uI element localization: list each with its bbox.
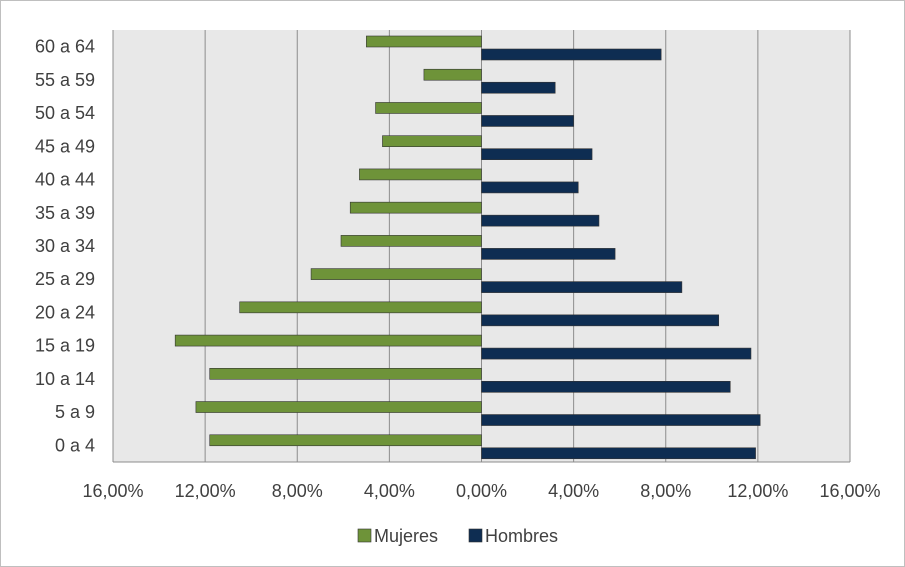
legend: Mujeres Hombres (357, 526, 558, 546)
y-tick-label: 45 a 49 (35, 136, 95, 156)
y-tick-label: 15 a 19 (35, 336, 95, 356)
y-tick-label: 35 a 39 (35, 203, 95, 223)
bar-hombres-0-a-4 (481, 447, 756, 460)
bar-mujeres-25-a-29 (310, 268, 482, 280)
x-tick-label: 16,00% (82, 481, 143, 501)
y-tick-label: 10 a 14 (35, 369, 95, 389)
y-tick-label: 0 a 4 (55, 435, 95, 455)
bar-mujeres-45-a-49 (382, 135, 482, 147)
y-tick-label: 50 a 54 (35, 103, 95, 123)
legend-swatch-mujeres (357, 528, 372, 543)
bar-hombres-50-a-54 (481, 115, 574, 127)
bar-hombres-55-a-59 (481, 81, 556, 94)
bar-hombres-35-a-39 (481, 214, 600, 227)
bar-mujeres-10-a-14 (209, 368, 482, 380)
x-tick-label: 12,00% (175, 481, 236, 501)
bar-mujeres-55-a-59 (423, 68, 482, 81)
x-tick-label: 12,00% (727, 481, 788, 501)
bar-hombres-25-a-29 (481, 281, 683, 293)
bar-hombres-20-a-24 (481, 314, 720, 327)
y-tick-label: 55 a 59 (35, 70, 95, 90)
bar-hombres-30-a-34 (481, 248, 616, 260)
axes: 0 a 4 5 a 9 10 a 14 15 a 19 20 a 24 25 a 29 30… (35, 37, 881, 501)
bar-hombres-60-a-64 (481, 48, 662, 61)
legend-label-hombres: Hombres (485, 526, 558, 546)
bar-hombres-5-a-9 (481, 414, 761, 426)
y-tick-label: 25 a 29 (35, 269, 95, 289)
bar-mujeres-0-a-4 (209, 434, 482, 447)
x-tick-label: 0,00% (456, 481, 507, 501)
x-tick-label: 4,00% (364, 481, 415, 501)
x-tick-label: 16,00% (819, 481, 880, 501)
plot-area (112, 30, 851, 462)
bar-mujeres-15-a-19 (174, 334, 482, 347)
y-tick-label: 40 a 44 (35, 170, 95, 190)
bar-hombres-40-a-44 (481, 181, 579, 194)
bar-hombres-45-a-49 (481, 148, 593, 160)
bar-mujeres-50-a-54 (375, 102, 482, 114)
legend-label-mujeres: Mujeres (374, 526, 438, 546)
y-tick-label: 60 a 64 (35, 37, 95, 57)
bar-mujeres-30-a-34 (340, 235, 482, 247)
x-tick-label: 4,00% (548, 481, 599, 501)
y-tick-label: 30 a 34 (35, 236, 95, 256)
x-tick-label: 8,00% (640, 481, 691, 501)
bar-hombres-10-a-14 (481, 381, 731, 393)
bar-mujeres-60-a-64 (366, 35, 482, 48)
y-tick-label: 20 a 24 (35, 302, 95, 322)
x-tick-label: 8,00% (272, 481, 323, 501)
bar-hombres-15-a-19 (481, 347, 752, 360)
y-tick-label: 5 a 9 (55, 402, 95, 422)
bar-mujeres-40-a-44 (359, 168, 482, 181)
bar-mujeres-20-a-24 (239, 301, 482, 314)
bar-mujeres-35-a-39 (349, 201, 482, 214)
bar-mujeres-5-a-9 (195, 401, 482, 413)
legend-swatch-hombres (468, 528, 483, 543)
